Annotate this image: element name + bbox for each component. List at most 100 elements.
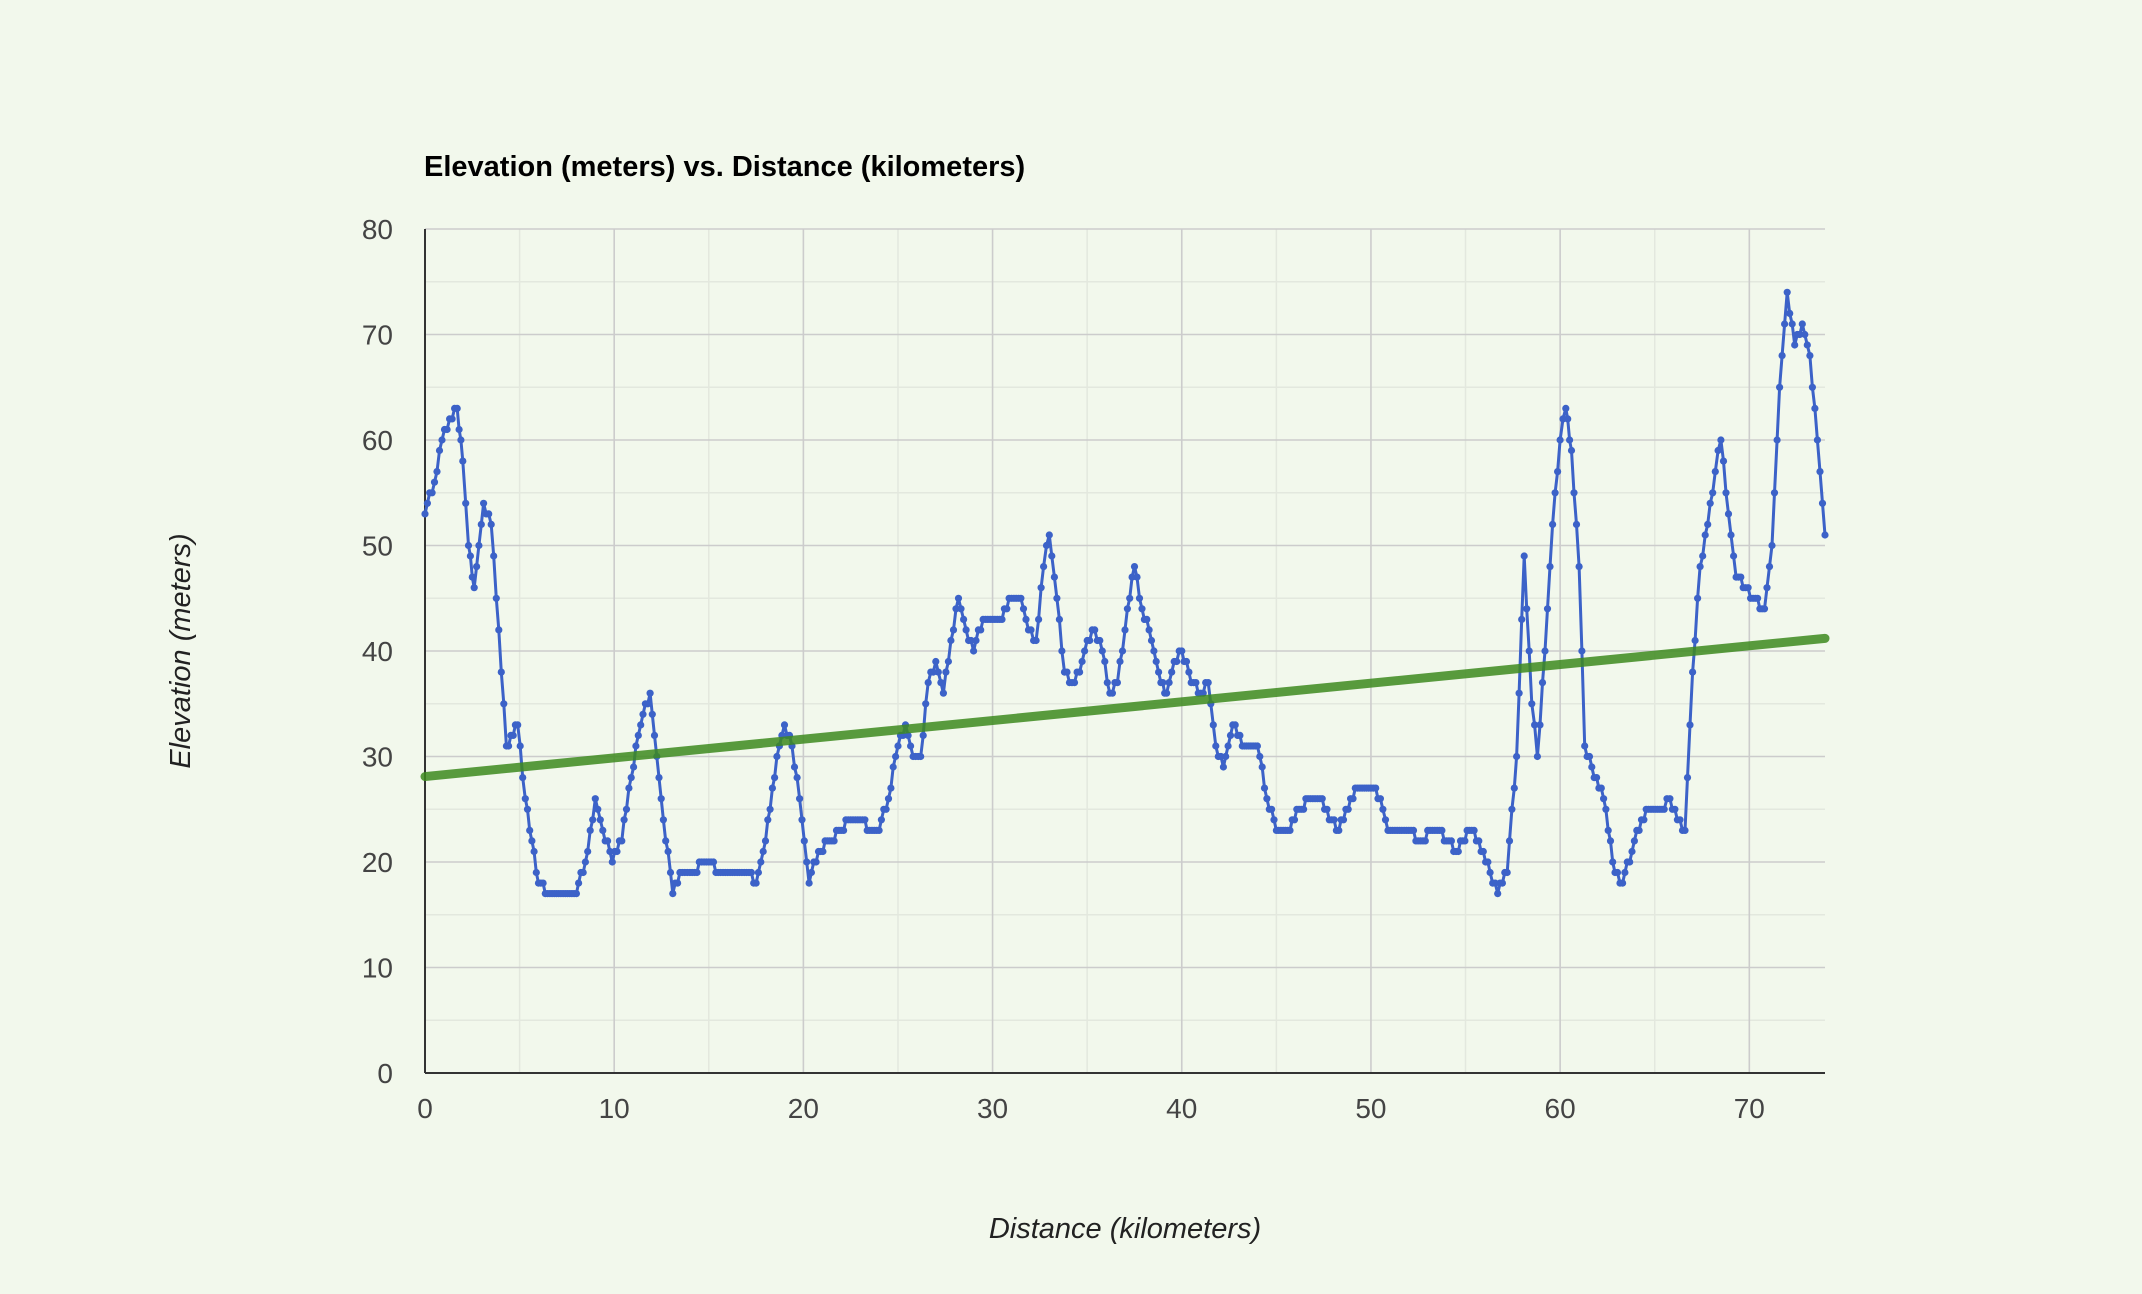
data-point xyxy=(1714,446,1722,455)
data-point xyxy=(1523,605,1531,613)
data-point xyxy=(1711,468,1719,476)
data-point xyxy=(1683,774,1692,782)
data-point xyxy=(581,858,590,866)
elevation-series xyxy=(421,288,1829,898)
data-point xyxy=(1562,404,1570,412)
data-point xyxy=(448,415,456,423)
data-point xyxy=(455,425,463,434)
data-point xyxy=(1578,647,1586,655)
data-point xyxy=(1699,552,1707,560)
data-point xyxy=(1660,805,1668,813)
data-point xyxy=(1773,436,1781,444)
data-point xyxy=(1479,847,1487,856)
data-point xyxy=(1344,805,1352,813)
data-point xyxy=(423,499,431,507)
data-point xyxy=(1505,837,1514,845)
data-point xyxy=(1379,805,1387,813)
data-point xyxy=(803,858,811,866)
data-point xyxy=(530,847,538,856)
y-tick-label: 70 xyxy=(362,320,393,351)
data-point xyxy=(812,858,820,866)
data-point xyxy=(591,795,599,803)
data-point xyxy=(648,710,656,718)
data-point xyxy=(1556,436,1564,444)
data-point xyxy=(1070,679,1079,687)
data-point xyxy=(972,636,980,645)
data-point xyxy=(539,879,547,887)
data-point xyxy=(1182,657,1191,666)
data-point xyxy=(766,805,774,813)
data-point xyxy=(1086,636,1094,645)
data-point xyxy=(1055,615,1063,624)
data-point xyxy=(421,510,429,518)
data-point xyxy=(793,774,801,782)
data-point xyxy=(453,404,461,412)
data-point xyxy=(1123,605,1131,613)
data-point xyxy=(747,868,756,877)
data-point xyxy=(1231,721,1239,729)
data-point xyxy=(1613,868,1622,877)
data-point xyxy=(519,774,527,782)
data-point xyxy=(1818,499,1827,507)
data-point xyxy=(932,657,940,666)
data-point xyxy=(480,499,488,507)
data-point xyxy=(584,847,592,856)
data-point xyxy=(1604,826,1612,835)
data-point xyxy=(1554,468,1562,476)
data-point xyxy=(459,457,467,465)
data-point xyxy=(937,679,945,687)
data-point xyxy=(1438,826,1446,835)
data-point xyxy=(1339,816,1348,824)
data-point xyxy=(693,868,701,877)
data-point xyxy=(1585,752,1594,761)
data-point xyxy=(807,868,816,877)
data-point xyxy=(924,679,932,687)
data-point xyxy=(430,478,439,486)
data-point xyxy=(1581,742,1589,750)
data-point xyxy=(1058,647,1066,655)
data-point xyxy=(1173,657,1181,666)
data-point xyxy=(1022,615,1030,624)
data-point xyxy=(1150,647,1158,655)
data-point xyxy=(1050,573,1058,581)
data-point xyxy=(620,816,628,824)
x-tick-label: 0 xyxy=(417,1093,433,1124)
data-point xyxy=(1821,531,1829,539)
data-point xyxy=(1454,847,1462,856)
data-point xyxy=(604,837,612,845)
data-point xyxy=(1531,721,1539,729)
data-point xyxy=(1786,309,1794,317)
chart-title: Elevation (meters) vs. Distance (kilomet… xyxy=(424,151,1025,183)
data-point xyxy=(882,805,890,813)
data-point xyxy=(438,436,446,444)
data-point xyxy=(1765,563,1774,571)
data-point xyxy=(608,858,616,866)
x-tick-label: 70 xyxy=(1734,1093,1765,1124)
data-point xyxy=(526,826,534,835)
data-point xyxy=(780,721,789,729)
data-point xyxy=(1098,647,1106,655)
data-point xyxy=(1063,668,1071,676)
data-point xyxy=(1770,489,1779,497)
y-tick-label: 50 xyxy=(362,531,393,562)
data-point xyxy=(1567,446,1576,455)
y-tick-label: 60 xyxy=(362,425,393,456)
data-point xyxy=(1096,636,1104,645)
data-point xyxy=(1236,731,1244,740)
data-point xyxy=(1138,605,1146,613)
data-point xyxy=(1185,668,1193,676)
data-point xyxy=(1717,436,1725,444)
data-point xyxy=(613,847,621,856)
data-point xyxy=(790,763,799,771)
data-point xyxy=(768,784,777,792)
x-tick-label: 50 xyxy=(1355,1093,1386,1124)
data-point xyxy=(1101,657,1109,666)
data-point xyxy=(1508,805,1516,813)
data-point xyxy=(800,837,808,845)
data-point xyxy=(1470,826,1478,835)
data-point xyxy=(1268,805,1276,813)
data-point xyxy=(1575,563,1583,571)
data-point xyxy=(1349,795,1357,803)
data-point xyxy=(572,890,581,898)
data-point xyxy=(960,615,968,624)
